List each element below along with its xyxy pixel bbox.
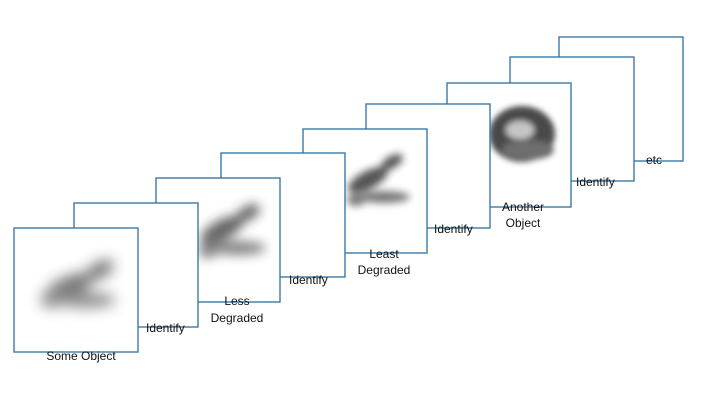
label-less-line1: Less [224, 294, 249, 308]
object-image-some-object [40, 259, 116, 308]
label-another-line1: Another [502, 200, 544, 214]
label-etc: etc [646, 153, 662, 167]
label-identify-1: Identify [146, 321, 185, 335]
object-image-less-degraded [198, 204, 266, 258]
label-less-line2: Degraded [211, 311, 264, 325]
label-identify-2: Identify [289, 273, 328, 287]
label-another-line2: Object [506, 216, 541, 230]
label-identify-3: Identify [434, 222, 473, 236]
label-least-line2: Degraded [358, 263, 411, 277]
label-least-line1: Least [369, 247, 399, 261]
label-identify-4: Identify [576, 175, 615, 189]
object-image-another [489, 106, 555, 162]
object-image-least-degraded [347, 154, 410, 206]
label-some-object: Some Object [46, 349, 116, 363]
